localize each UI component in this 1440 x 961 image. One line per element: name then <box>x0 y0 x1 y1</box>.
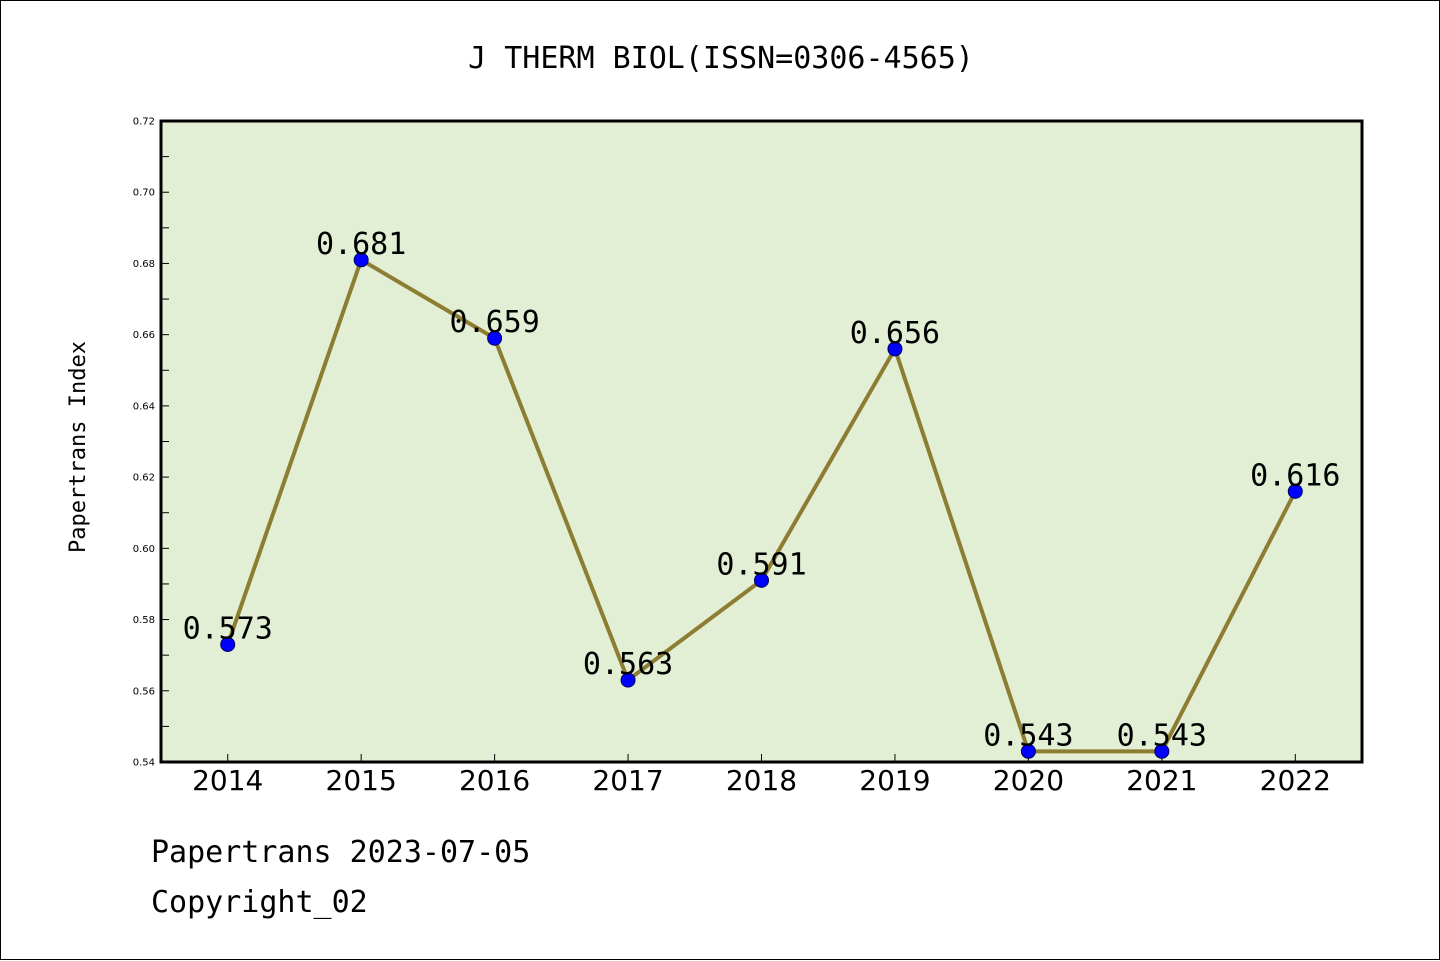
x-tick-label: 2021 <box>1126 764 1197 797</box>
data-label: 0.681 <box>316 227 406 262</box>
data-point <box>754 572 769 588</box>
footer-copyright: Copyright_02 <box>151 885 368 920</box>
data-label: 0.563 <box>583 647 673 682</box>
x-tick-label: 2017 <box>592 764 663 797</box>
data-label: 0.543 <box>983 718 1073 753</box>
x-tick-label: 2022 <box>1260 764 1331 797</box>
y-axis-label: Papertrans Index <box>66 341 91 553</box>
data-label: 0.656 <box>850 316 940 351</box>
data-point <box>887 341 903 357</box>
data-point <box>1287 483 1303 499</box>
y-tick-label: 0.58 <box>133 615 155 626</box>
series-layer: 0.573 0.681 0.659 0.563 0.591 0.656 0.543 0.543… <box>183 227 1340 759</box>
footer-date: Papertrans 2023-07-05 <box>151 835 531 870</box>
y-tick-label: 0.54 <box>133 758 155 769</box>
data-point <box>620 672 636 688</box>
x-axis: 2014 2015 2016 2017 2018 2019 2020 2021 2022 <box>192 754 1331 797</box>
chart-title: J THERM BIOL(ISSN=0306-4565) <box>468 41 974 76</box>
y-tick-label: 0.72 <box>133 117 155 128</box>
data-point <box>1154 743 1170 759</box>
data-label: 0.616 <box>1250 458 1340 493</box>
y-tick-label: 0.70 <box>133 188 155 199</box>
y-tick-label: 0.56 <box>133 686 155 697</box>
data-point <box>353 252 369 268</box>
y-tick-label: 0.68 <box>133 259 155 270</box>
data-point <box>1020 743 1036 759</box>
data-point <box>487 330 503 346</box>
x-tick-label: 2018 <box>726 764 797 797</box>
x-tick-label: 2020 <box>993 764 1064 797</box>
y-tick-label: 0.64 <box>133 401 155 412</box>
data-point <box>220 636 236 652</box>
data-label: 0.591 <box>716 547 806 582</box>
x-tick-label: 2015 <box>326 764 397 797</box>
data-label: 0.543 <box>1117 718 1207 753</box>
plot-area <box>161 121 1362 762</box>
x-tick-label: 2016 <box>459 764 530 797</box>
x-tick-label: 2014 <box>192 764 263 797</box>
plot-border <box>159 119 1364 764</box>
data-label: 0.659 <box>449 305 539 340</box>
y-tick-label: 0.60 <box>133 544 155 555</box>
y-tick-label: 0.62 <box>133 473 155 484</box>
y-axis: 0.54 0.56 0.58 0.60 0.62 0.64 0.66 0.68 0.70 0.72 <box>133 117 169 769</box>
data-label: 0.573 <box>183 611 273 646</box>
x-tick-label: 2019 <box>859 764 930 797</box>
y-tick-label: 0.66 <box>133 330 155 341</box>
